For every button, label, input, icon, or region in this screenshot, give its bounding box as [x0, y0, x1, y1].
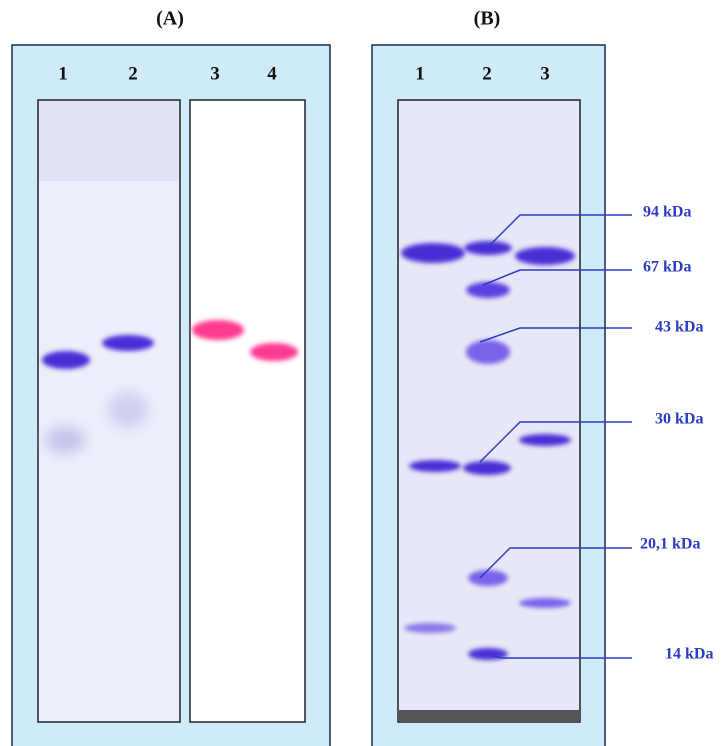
band: [42, 351, 90, 369]
band: [404, 623, 456, 633]
band: [466, 340, 510, 364]
marker-label: 43 kDa: [655, 319, 703, 336]
marker-label: 67 kDa: [643, 259, 691, 276]
marker-label: 14 kDa: [665, 646, 713, 663]
gel: [190, 100, 305, 722]
band: [250, 343, 298, 361]
band: [102, 335, 154, 351]
lane-label: 2: [482, 63, 492, 84]
smear: [108, 392, 148, 428]
panel-title: (A): [156, 8, 184, 30]
lane-label: 1: [58, 63, 68, 84]
band: [192, 320, 244, 340]
lane-label: 2: [128, 63, 138, 84]
lane-label: 1: [415, 63, 425, 84]
band: [463, 461, 511, 475]
gel-well: [39, 101, 179, 181]
band: [519, 598, 571, 608]
marker-label: 30 kDa: [655, 411, 703, 428]
lane-label: 3: [210, 63, 220, 84]
band: [409, 460, 461, 472]
band: [519, 434, 571, 446]
lane-label: 4: [267, 63, 277, 84]
band: [515, 247, 575, 265]
lane-label: 3: [540, 63, 550, 84]
panel-title: (B): [474, 8, 501, 30]
smear: [45, 426, 85, 454]
band: [464, 241, 512, 255]
band: [466, 282, 510, 298]
marker-label: 20,1 kDa: [640, 536, 700, 553]
band: [401, 243, 465, 263]
gel-edge: [399, 710, 579, 721]
marker-label: 94 kDa: [643, 204, 691, 221]
band: [468, 570, 508, 586]
figure: (A) 1 2 3 4 (B) 1 2 3 94 kDa 67 kDa 43 k…: [0, 0, 727, 746]
